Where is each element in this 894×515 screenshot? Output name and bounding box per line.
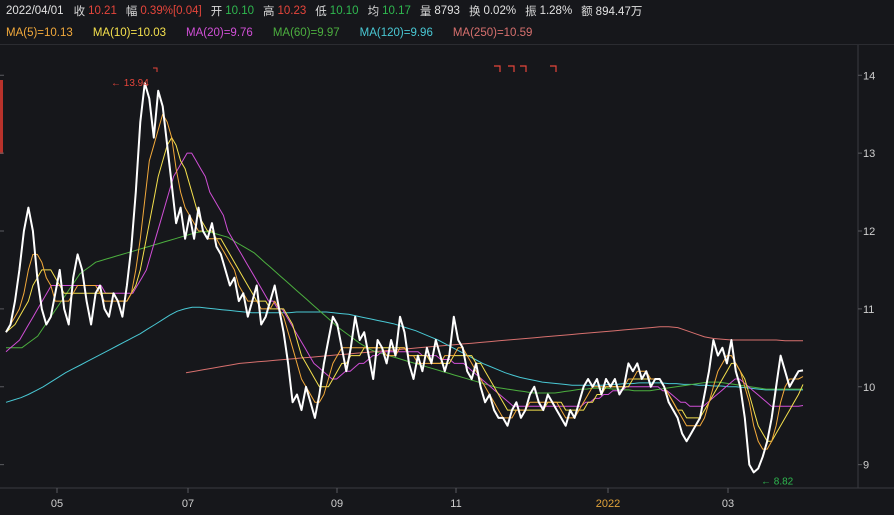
ma20-legend: MA(20)=9.76	[186, 27, 253, 39]
low-label: 低	[315, 6, 327, 18]
ma120-line	[5, 306, 803, 403]
ma120-legend: MA(120)=9.96	[359, 27, 433, 39]
event-flag-0	[494, 65, 501, 72]
max-price-label: ← 13.94	[111, 78, 149, 89]
event-flag	[153, 67, 158, 72]
amount-label: 额	[581, 6, 593, 18]
turnover-label: 换	[468, 6, 481, 18]
ma10-legend: MA(10)=10.03	[92, 27, 167, 39]
low-value: 10.10	[329, 5, 359, 17]
y-tick-label: 10	[863, 382, 875, 394]
amount-value: 894.47万	[595, 6, 643, 18]
ma5-legend: MA(5)=10.13	[6, 27, 73, 39]
grid-lines	[0, 45, 894, 489]
event-flag-1	[508, 65, 515, 72]
volume-value: 8793	[434, 5, 460, 17]
volume-label: 量	[419, 6, 432, 18]
left-range-marker	[0, 80, 3, 154]
series-layer	[5, 82, 804, 474]
amplitude-label: 振	[525, 6, 537, 18]
ma60-line	[6, 231, 803, 394]
turnover-value: 0.02%	[483, 5, 517, 17]
header-divider	[0, 44, 894, 45]
ma5-line	[5, 113, 804, 450]
marker-layer: ← 13.94 ← 8.82	[111, 65, 794, 488]
x-tick-label: 11	[450, 498, 461, 510]
ma20-line	[5, 152, 804, 407]
x-tick-label: 09	[331, 498, 343, 510]
x-tick-label: 2022	[596, 498, 620, 510]
ma60-legend: MA(60)=9.97	[272, 27, 340, 39]
x-tick-label: 07	[182, 498, 194, 510]
event-flag-3	[550, 65, 557, 72]
y-tick-label: 11	[863, 304, 874, 316]
price-line	[5, 82, 804, 474]
change-value: 0.39%[0.04]	[140, 5, 202, 17]
close-value: 10.21	[88, 5, 117, 17]
ma250-line	[185, 326, 803, 374]
open-label: 开	[210, 6, 223, 18]
x-tick-label: 03	[722, 498, 734, 510]
time-axis: 05 07 09 11 2022 03	[51, 488, 734, 510]
quote-info-bar: 2022/04/01 收 10.21 幅 0.39%[0.04] 开 10.10…	[0, 0, 894, 22]
x-tick-label: 05	[51, 498, 63, 510]
y-tick-label: 13	[863, 148, 875, 160]
event-flag-2	[520, 65, 527, 72]
ma250-legend: MA(250)=10.59	[452, 27, 533, 39]
y-tick-label: 14	[863, 70, 875, 82]
quote-date: 2022/04/01	[6, 5, 64, 17]
close-label: 收	[73, 6, 86, 18]
avg-label: 均	[367, 6, 380, 18]
amplitude-value: 1.28%	[539, 5, 573, 17]
ma-legend: MA(5)=10.13 MA(10)=10.03 MA(20)=9.76 MA(…	[0, 23, 858, 43]
open-value: 10.10	[225, 5, 255, 17]
high-value: 10.23	[277, 5, 307, 17]
min-price-label: ← 8.82	[761, 477, 794, 488]
avg-value: 10.17	[382, 5, 411, 17]
price-axis: 14 13 12 11 10 9	[0, 70, 875, 472]
y-tick-label: 12	[863, 226, 875, 238]
high-label: 高	[263, 6, 275, 18]
change-label: 幅	[125, 6, 138, 18]
y-tick-label: 9	[863, 460, 869, 472]
